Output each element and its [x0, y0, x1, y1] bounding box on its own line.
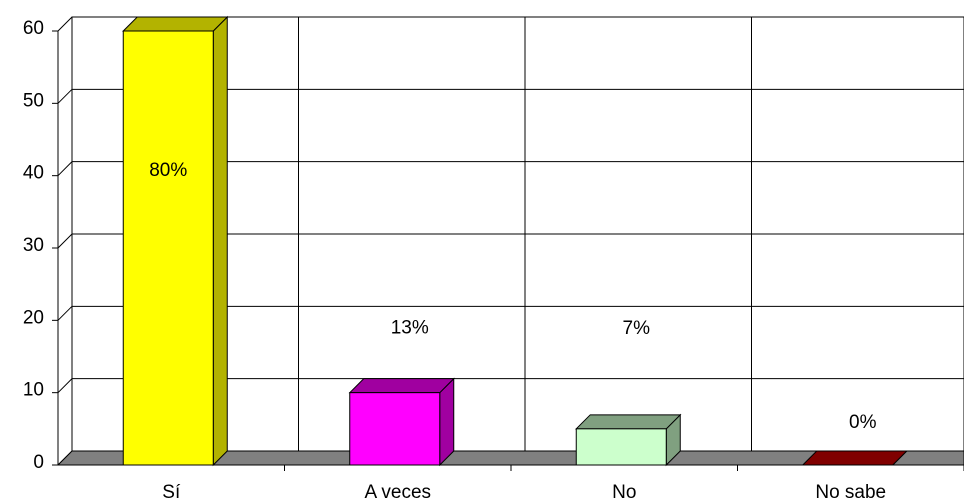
grid-line [57, 233, 964, 249]
bar-side [439, 377, 455, 467]
y-tick-label: 40 [23, 163, 44, 184]
y-tick-label: 60 [23, 18, 44, 39]
x-tick-label: No [612, 482, 636, 503]
y-tick-label: 30 [23, 235, 44, 256]
y-tick-label: 10 [23, 380, 44, 401]
annotation: 0% [849, 412, 877, 433]
x-tick-label: No sabe [815, 482, 886, 503]
grid-line [57, 161, 964, 177]
bar-top [801, 450, 908, 466]
annotation: 7% [623, 318, 651, 339]
y-tick-label: 20 [23, 307, 44, 328]
y-tick-label: 0 [33, 452, 44, 473]
y-tick-label: 50 [23, 90, 44, 111]
bar [122, 30, 214, 466]
grid-line [57, 305, 964, 321]
annotation: 13% [391, 318, 429, 339]
bar [575, 428, 667, 466]
bar-top [122, 16, 229, 32]
grid-line [57, 88, 964, 104]
bar-side [212, 15, 228, 467]
x-tick-label: Sí [162, 482, 181, 503]
bar-top [575, 414, 682, 430]
x-tick-label: A veces [364, 482, 431, 503]
grid-line [57, 16, 964, 32]
bar [349, 392, 441, 466]
bar-top [348, 378, 455, 394]
annotation: 80% [149, 160, 187, 181]
grid-line [57, 378, 964, 394]
